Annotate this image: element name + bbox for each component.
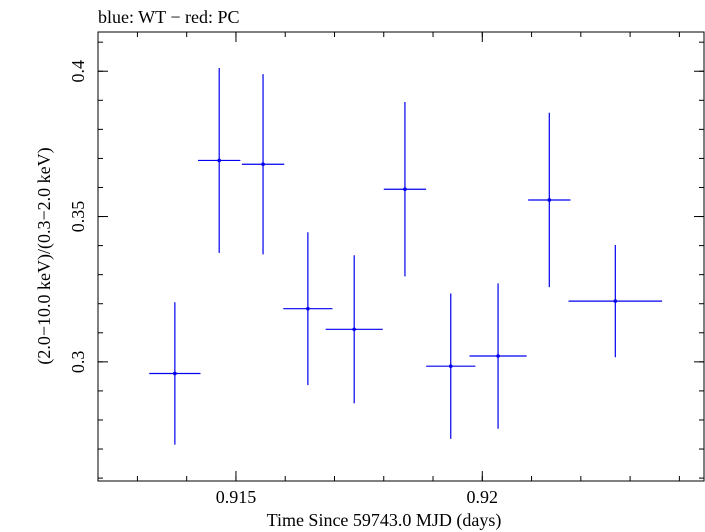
x-axis-label: Time Since 59743.0 MJD (days) — [267, 510, 502, 531]
point-marker — [306, 306, 310, 311]
x-tick-label: 0.915 — [216, 487, 257, 507]
data-points — [149, 68, 663, 445]
data-point — [241, 74, 285, 255]
y-axis-label: (2.0−10.0 keV)/(0.3−2.0 keV) — [34, 147, 55, 364]
y-tick-label: 0.3 — [68, 351, 88, 374]
point-marker — [217, 158, 221, 163]
point-marker — [448, 364, 453, 369]
data-point — [198, 68, 241, 253]
data-point — [283, 232, 333, 386]
data-point — [426, 293, 476, 439]
data-point — [528, 112, 571, 288]
data-point — [383, 102, 427, 277]
data-point — [469, 283, 527, 429]
data-point — [325, 255, 383, 404]
plot-frame — [97, 31, 705, 482]
point-marker — [613, 299, 618, 303]
ticks — [98, 32, 704, 481]
y-tick-label: 0.35 — [68, 201, 88, 233]
tick-labels: 0.915 0.92 0.3 0.35 0.4 — [68, 60, 498, 507]
point-marker — [496, 354, 500, 358]
data-point — [568, 245, 663, 358]
x-tick-label: 0.92 — [467, 487, 499, 507]
data-point — [149, 302, 201, 445]
point-marker — [547, 198, 552, 202]
chart-title: blue: WT − red: PC — [98, 7, 239, 27]
point-marker — [261, 162, 265, 167]
point-marker — [173, 371, 177, 376]
y-tick-label: 0.4 — [68, 60, 88, 83]
point-marker — [403, 187, 407, 192]
point-marker — [352, 327, 356, 332]
